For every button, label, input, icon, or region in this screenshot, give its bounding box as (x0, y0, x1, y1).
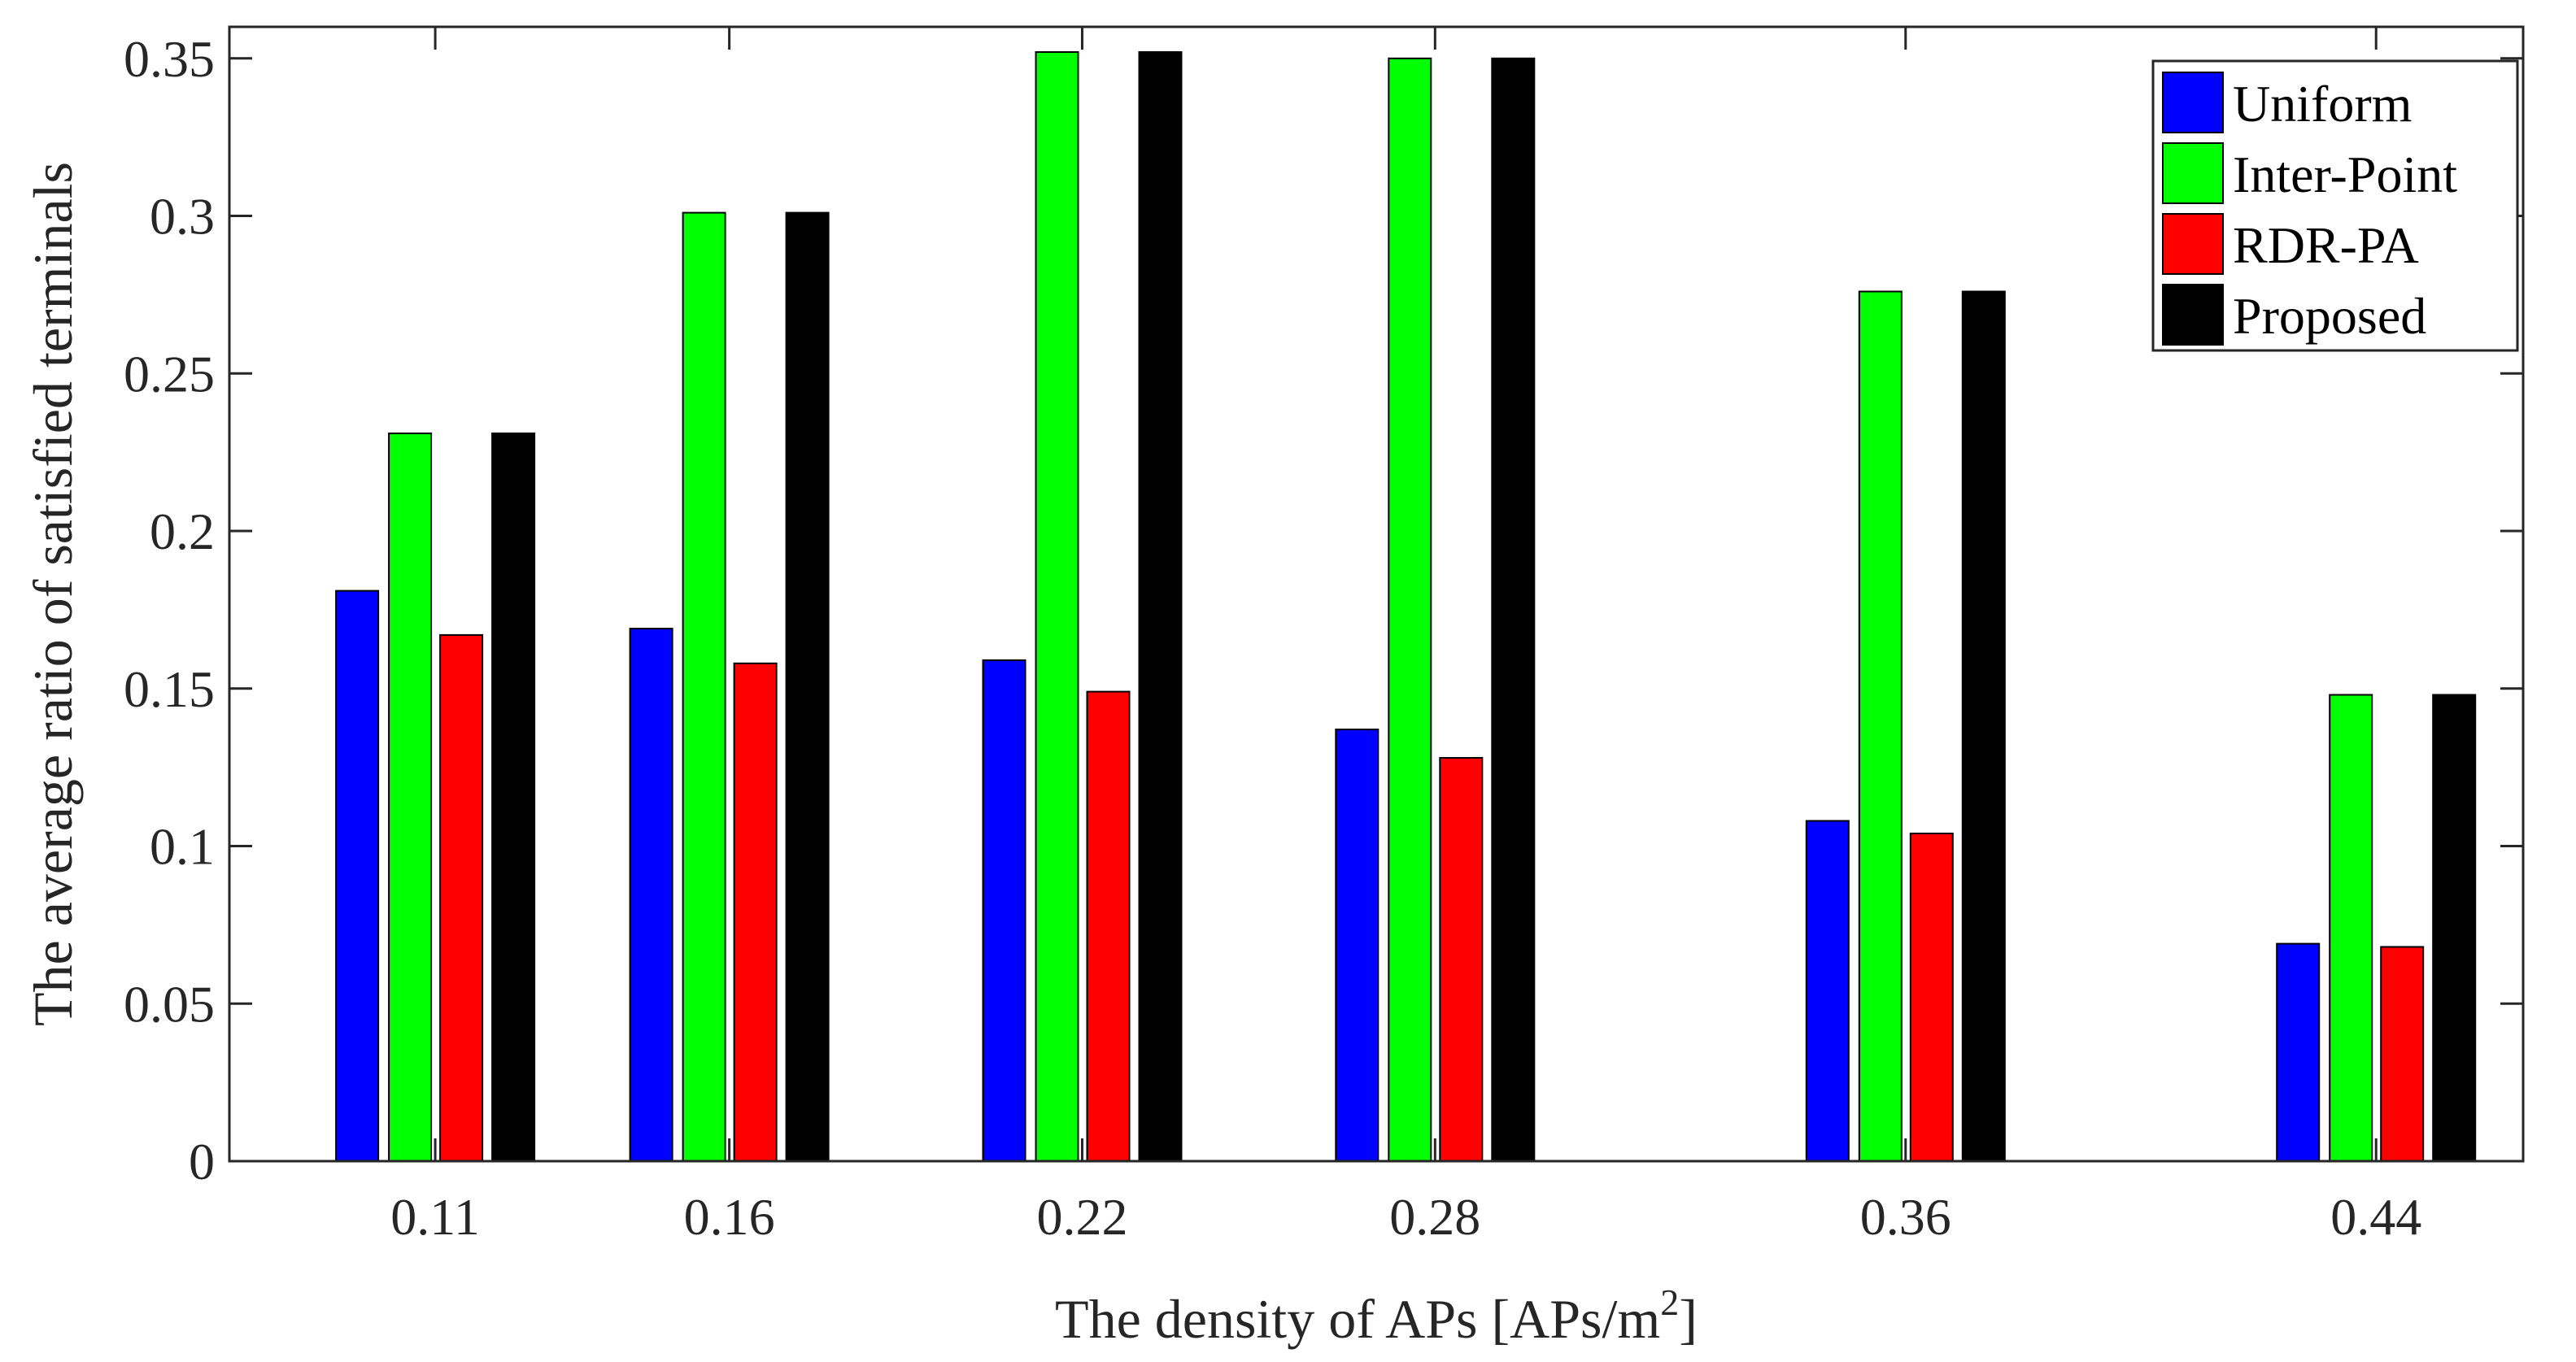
bar-uniform-0.11 (335, 590, 380, 1162)
x-axis-title: The density of APs [APs/m2] (1055, 1281, 1698, 1350)
bar-proposed-0.36 (1961, 290, 2006, 1162)
legend-swatch (2162, 142, 2224, 204)
x-tick-label: 0.44 (2330, 1188, 2421, 1246)
y-tick-label: 0.3 (150, 188, 215, 246)
x-tick-label: 0.28 (1389, 1188, 1480, 1246)
y-axis-title: The average ratio of satisfied terminals (22, 162, 84, 1026)
x-axis-title-main: The density of APs [APs/m (1055, 1288, 1660, 1350)
y-tick-label: 0.25 (124, 345, 215, 403)
ticks-group: 0 0.05 0.1 0.15 0.2 0.25 0.3 0.35 0.11 0.16 0.22 0.… (124, 27, 2523, 1246)
legend-swatch (2162, 213, 2224, 275)
y-tick-label: 0.2 (150, 503, 215, 560)
bar-uniform-0.28 (1335, 729, 1380, 1162)
legend-label: Proposed (2233, 287, 2426, 345)
bar-proposed-0.44 (2432, 694, 2477, 1162)
y-tick-label: 0 (189, 1133, 215, 1190)
bar-uniform-0.36 (1805, 820, 1850, 1162)
bars-group (335, 51, 2477, 1163)
y-tick-label: 0.15 (124, 660, 215, 718)
legend: Uniform Inter-Point RDR-PA Proposed (2151, 59, 2519, 352)
bar-proposed-0.28 (1491, 57, 1536, 1163)
bar-proposed-0.16 (785, 211, 830, 1163)
bar-inter-point-0.44 (2329, 694, 2373, 1162)
legend-label: Uniform (2233, 75, 2412, 133)
bar-rdr-pa-0.11 (439, 633, 484, 1162)
bar-proposed-0.11 (491, 432, 536, 1162)
x-axis-title-suffix: ] (1679, 1288, 1698, 1350)
x-tick-label: 0.16 (684, 1188, 775, 1246)
axes-group (228, 25, 2525, 1163)
y-tick-label: 0.35 (124, 30, 215, 88)
y-tick-label: 0.05 (124, 975, 215, 1033)
bar-inter-point-0.16 (682, 211, 726, 1163)
x-tick-label: 0.22 (1036, 1188, 1127, 1246)
legend-swatch (2162, 72, 2224, 133)
x-tick-label: 0.36 (1860, 1188, 1951, 1246)
bar-inter-point-0.22 (1035, 51, 1079, 1162)
bar-proposed-0.22 (1138, 51, 1183, 1162)
axes-box (228, 25, 2525, 1163)
bar-rdr-pa-0.16 (733, 662, 778, 1163)
legend-label: Inter-Point (2233, 146, 2457, 203)
legend-label: RDR-PA (2233, 216, 2419, 274)
bar-uniform-0.22 (982, 659, 1026, 1162)
bar-rdr-pa-0.36 (1909, 833, 1954, 1162)
bar-inter-point-0.28 (1388, 57, 1432, 1163)
bar-rdr-pa-0.28 (1439, 757, 1484, 1162)
bar-rdr-pa-0.44 (2380, 946, 2425, 1162)
bar-inter-point-0.11 (388, 432, 433, 1162)
bar-inter-point-0.36 (1858, 290, 1903, 1162)
x-axis-title-superscript: 2 (1660, 1281, 1679, 1323)
x-tick-label: 0.11 (390, 1188, 480, 1246)
bar-rdr-pa-0.22 (1086, 690, 1131, 1162)
bar-uniform-0.16 (629, 628, 673, 1162)
bar-uniform-0.44 (2276, 942, 2321, 1162)
y-tick-label: 0.1 (150, 818, 215, 876)
legend-swatch (2162, 284, 2224, 346)
